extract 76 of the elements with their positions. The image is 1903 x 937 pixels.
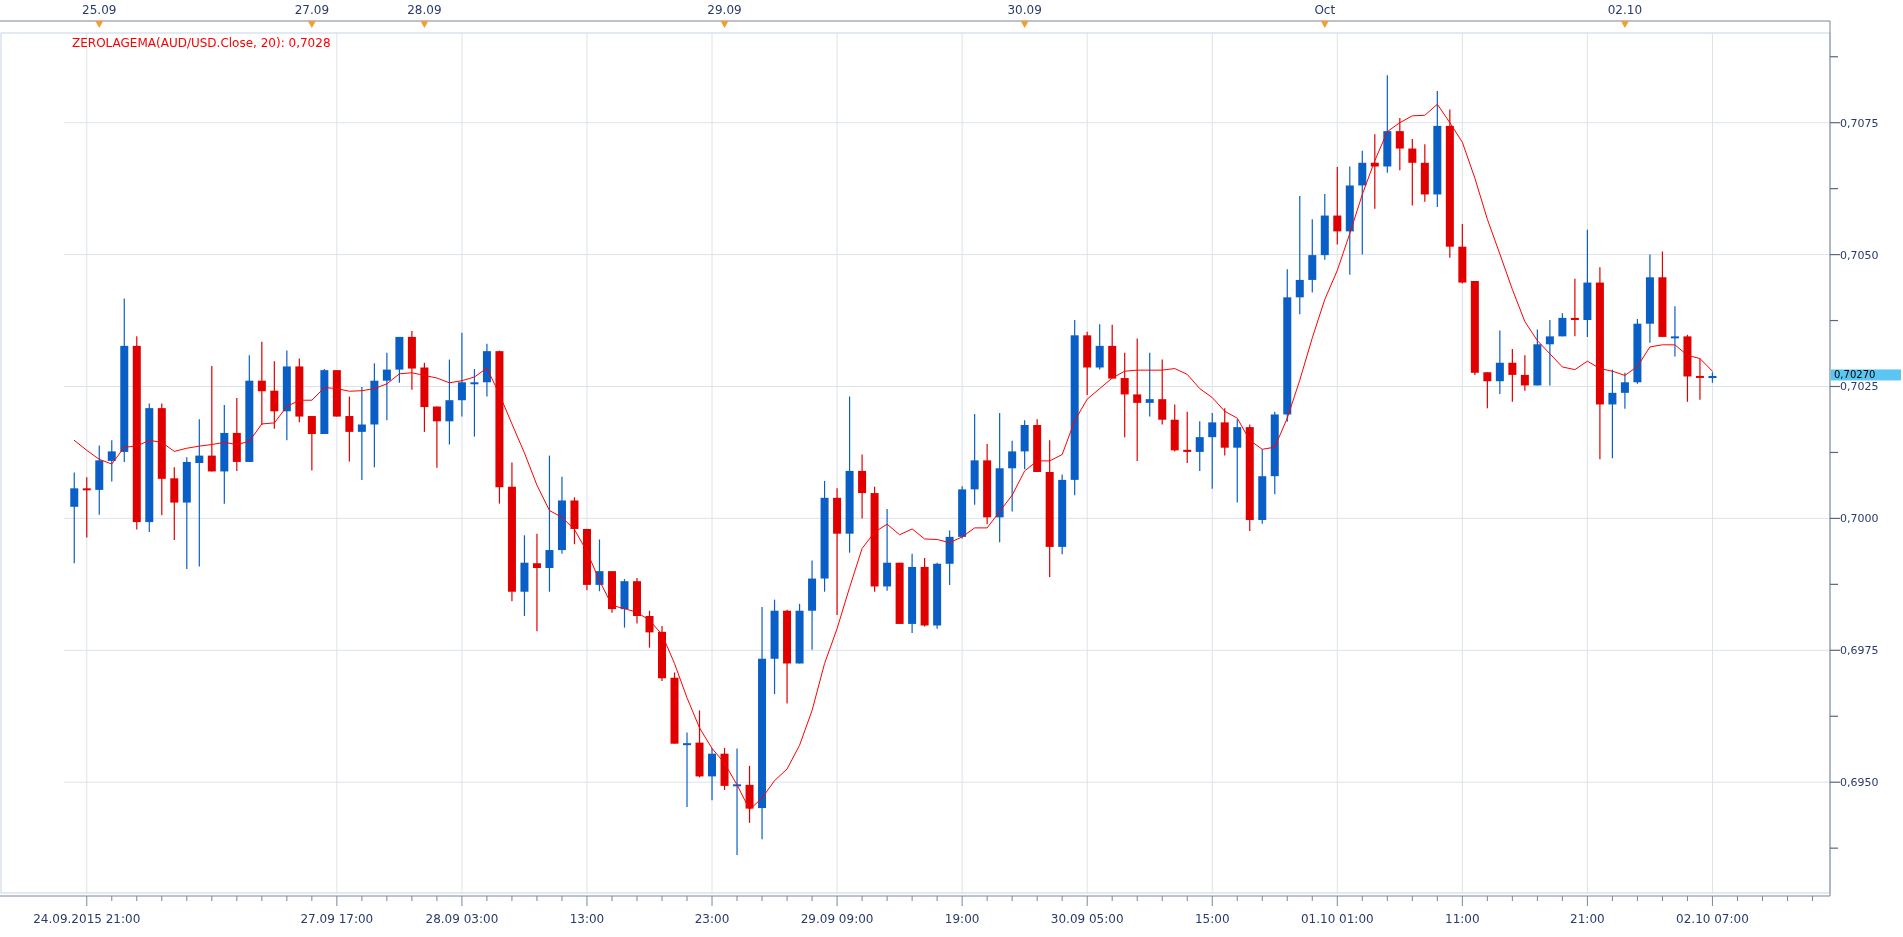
candlestick [345,395,354,463]
candlestick [1183,411,1192,464]
candlestick [207,365,216,473]
candlestick [1133,337,1142,462]
candlestick [1670,305,1679,358]
candlestick [1208,412,1217,490]
text: 29.09 [707,3,742,17]
candlestick [257,341,266,426]
candlestick [382,352,391,421]
candlestick [1095,323,1104,371]
candlestick [1333,166,1342,246]
candlestick [1608,369,1617,459]
candlestick [1483,371,1492,409]
candlestick [445,358,454,446]
x-tick-label: 15:00 [1194,912,1230,926]
candlestick [1008,440,1017,513]
x-tick-label: 29.09 09:00 [800,912,874,926]
candlestick [1195,420,1204,472]
line-series [73,103,1713,811]
candlestick [1120,352,1129,438]
candlestick [745,765,754,824]
candlestick [1570,278,1579,337]
x-tick-label: 27.09 17:00 [300,912,374,926]
y-tick-label: 0,6950 [1840,776,1879,790]
y-tick-label: 0,7075 [1840,116,1879,130]
candlestick [1145,352,1154,418]
candlestick [357,386,366,481]
x-tick-label: 24.09.2015 21:00 [33,912,141,926]
candlestick [858,453,867,519]
candlestick [457,332,466,418]
y-tick-label: 0,7000 [1840,512,1879,526]
x-tick-label: 01.10 01:00 [1300,912,1374,926]
text: 28.09 [407,3,442,17]
text: 02.10 [1607,3,1643,17]
x-tick-label: 02.10 07:00 [1676,912,1749,926]
candlestick [195,418,204,568]
candlestick [708,747,717,801]
candlestick [1495,329,1504,395]
candlestick [545,455,554,593]
x-tick-label: 28.09 03:00 [425,912,499,926]
y-tick-label: 0,7050 [1840,248,1879,262]
candlestick [1620,372,1629,410]
candlestick [1695,357,1704,401]
candlestick [107,439,116,483]
candlestick [270,360,279,430]
text: 25.09 [82,3,117,17]
candlestick [470,368,479,438]
text: ZEROLAGEMA(AUD/USD.Close, 20): 0,7028 [72,36,331,50]
x-tick-label: 11:00 [1445,912,1480,926]
candlestick [1358,150,1367,256]
x-tick-label: 21:00 [1570,912,1605,926]
candlestick [532,533,541,632]
x-tick-label: 13:00 [569,912,605,926]
y-tick-label: 0,6975 [1840,644,1879,658]
candlestick [82,476,91,538]
candlestick [70,471,79,564]
text: 27.09 [294,3,330,17]
candlestick [1233,418,1242,504]
candlestick [683,732,692,808]
y-tick-label: 0,7025 [1840,380,1879,394]
candlestick [1395,117,1404,171]
x-tick-label: 23:00 [694,912,730,926]
candlestick [1158,358,1167,426]
candlestick [1508,348,1517,403]
candlestick [883,508,892,592]
candlestick [307,415,316,471]
candlestick [1520,354,1529,392]
candlestick [1408,138,1417,207]
text: Oct [1314,3,1336,17]
candlestick [1295,195,1304,315]
candlestick [1545,319,1554,387]
text: 0,70270 [1834,369,1876,381]
x-tick-label: 30.09 05:00 [1050,912,1124,926]
x-tick-label: 19:00 [944,912,980,926]
candlestick [432,405,441,469]
text: 30.09 [1007,3,1042,17]
